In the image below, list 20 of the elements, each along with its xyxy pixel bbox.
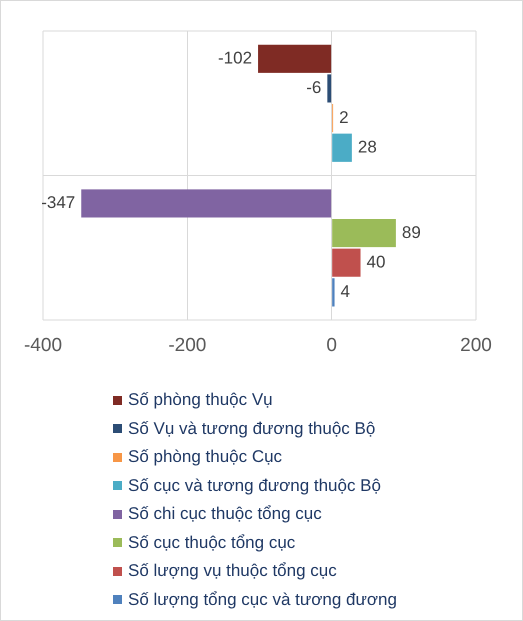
data-label: 2: [339, 108, 349, 127]
x-tick-label: 200: [460, 334, 492, 356]
data-label: 40: [366, 252, 386, 272]
legend-label: Số lượng vụ thuộc tổng cục: [128, 561, 337, 582]
legend-label: Số chi cục thuộc tổng cục: [128, 504, 322, 524]
x-tick-label: 0: [326, 334, 337, 356]
legend-label: Số phòng thuộc Cục: [128, 447, 282, 468]
data-label: -347: [41, 193, 76, 212]
legend-label: Số lượng tổng cục và tương đương: [128, 590, 397, 610]
data-label: 28: [358, 137, 377, 156]
x-tick-label: -400: [24, 334, 62, 356]
data-label: -6: [306, 78, 322, 98]
legend-label: Số cục thuộc tổng cục: [128, 532, 296, 553]
legend-label: Số cục và tương đương thuộc Bộ: [128, 476, 381, 496]
x-tick-label: -200: [168, 334, 206, 356]
data-label: -102: [218, 48, 252, 68]
data-label: 4: [340, 282, 350, 302]
legend-label: Số Vụ và tương đương thuộc Bộ: [128, 418, 376, 439]
legend-label: Số phòng thuộc Vụ: [128, 390, 273, 410]
data-label: 89: [402, 222, 421, 242]
